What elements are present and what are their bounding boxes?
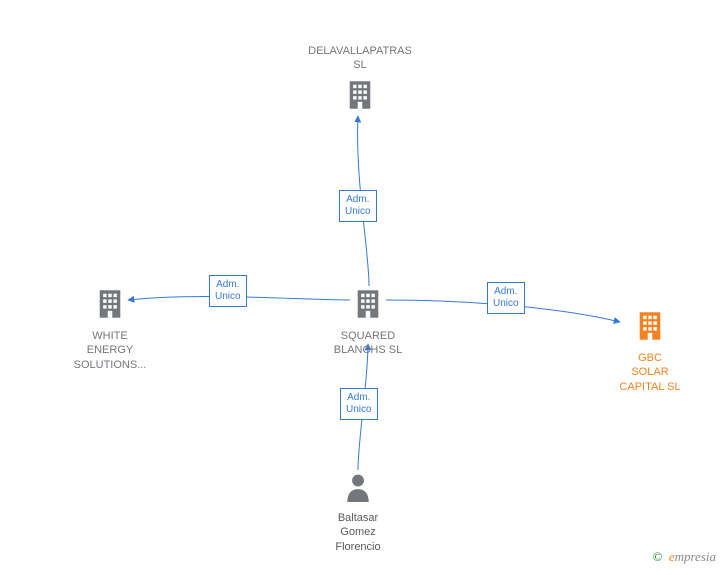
node-baltasar: Baltasar Gomez Florencio xyxy=(308,472,408,554)
building-icon xyxy=(346,79,374,116)
building-icon xyxy=(636,310,664,347)
edge-label-bottom-to-center: Adm. Unico xyxy=(340,388,378,420)
node-label: Baltasar Gomez Florencio xyxy=(335,511,380,554)
watermark: © empresia xyxy=(653,549,716,565)
node-delavallapatras: DELAVALLAPATRAS SL xyxy=(300,40,420,116)
watermark-rest: mpresia xyxy=(675,549,716,564)
node-gbc-solar: GBC SOLAR CAPITAL SL xyxy=(600,310,700,394)
person-icon xyxy=(345,472,371,507)
edge-label-center-to-left: Adm. Unico xyxy=(209,275,247,307)
copyright-symbol: © xyxy=(653,549,663,564)
edge-label-center-to-top: Adm. Unico xyxy=(339,190,377,222)
node-label: GBC SOLAR CAPITAL SL xyxy=(619,351,680,394)
node-squared-blanchs: SQUARED BLANCHS SL xyxy=(310,288,426,358)
edge-label-center-to-right: Adm. Unico xyxy=(487,282,525,314)
node-label: SQUARED BLANCHS SL xyxy=(334,329,402,358)
building-icon xyxy=(354,288,382,325)
node-label: WHITE ENERGY SOLUTIONS... xyxy=(74,329,147,372)
node-label: DELAVALLAPATRAS SL xyxy=(308,44,412,73)
building-icon xyxy=(96,288,124,325)
node-white-energy: WHITE ENERGY SOLUTIONS... xyxy=(60,288,160,372)
